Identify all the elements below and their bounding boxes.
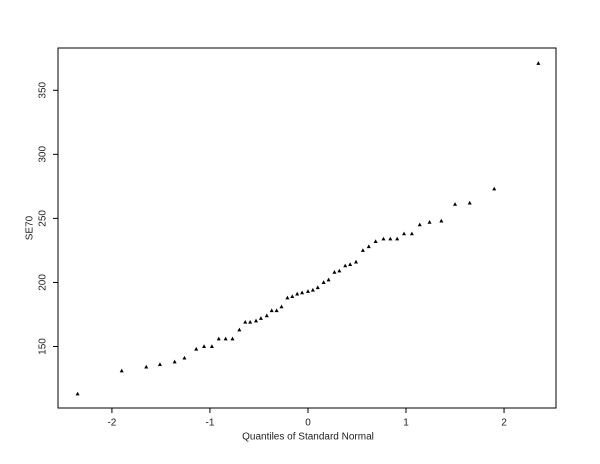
x-axis-label: Quantiles of Standard Normal (242, 432, 374, 443)
data-point (258, 316, 263, 320)
data-point (157, 362, 162, 366)
data-point (75, 391, 80, 396)
data-point (402, 231, 407, 236)
y-tick-label: 250 (38, 210, 49, 227)
x-tick-label: 1 (403, 418, 409, 429)
data-point (237, 327, 242, 332)
data-point (269, 308, 274, 313)
x-tick-label: 2 (501, 418, 507, 429)
data-point (366, 244, 371, 249)
data-point (216, 336, 221, 341)
data-point (326, 277, 331, 282)
y-tick-label: 350 (38, 81, 49, 98)
data-point (315, 285, 320, 290)
data-point (381, 236, 386, 241)
data-point (536, 61, 541, 65)
data-point (395, 236, 400, 241)
data-point (254, 318, 259, 323)
data-point (119, 368, 124, 373)
data-point (230, 336, 235, 341)
data-point (209, 344, 214, 349)
data-point (354, 259, 359, 264)
y-tick-label: 300 (38, 146, 49, 163)
x-tick-label: -2 (107, 418, 116, 429)
data-point (144, 364, 149, 369)
data-point (373, 239, 378, 243)
y-axis-label: SE70 (25, 215, 36, 240)
data-point (223, 336, 228, 341)
y-tick-label: 200 (38, 274, 49, 291)
data-point (295, 291, 300, 296)
data-point (274, 308, 279, 313)
plot-frame (57, 47, 557, 409)
data-point (172, 359, 177, 364)
data-point (417, 222, 422, 227)
data-point (409, 231, 414, 236)
data-point (248, 319, 253, 324)
data-point (348, 262, 353, 267)
data-point (300, 290, 305, 295)
data-point (285, 295, 290, 300)
data-point (492, 186, 497, 191)
data-point (388, 236, 393, 241)
data-point (182, 355, 187, 360)
data-point (194, 346, 199, 351)
data-point (332, 269, 337, 274)
data-point (202, 344, 207, 349)
x-tick-label: 0 (305, 418, 311, 429)
data-point (264, 313, 269, 318)
data-point (427, 220, 432, 224)
x-tick-label: -1 (205, 418, 214, 429)
data-point (360, 248, 365, 252)
data-point (321, 280, 326, 284)
y-tick-label: 150 (38, 338, 49, 355)
data-point (467, 200, 472, 205)
data-point (305, 289, 310, 293)
data-point (310, 287, 315, 292)
data-point (439, 218, 444, 223)
data-point (243, 319, 248, 324)
data-point (343, 263, 348, 268)
data-point (279, 304, 284, 309)
data-point (453, 202, 458, 206)
data-point (337, 268, 342, 273)
data-point (290, 294, 295, 299)
